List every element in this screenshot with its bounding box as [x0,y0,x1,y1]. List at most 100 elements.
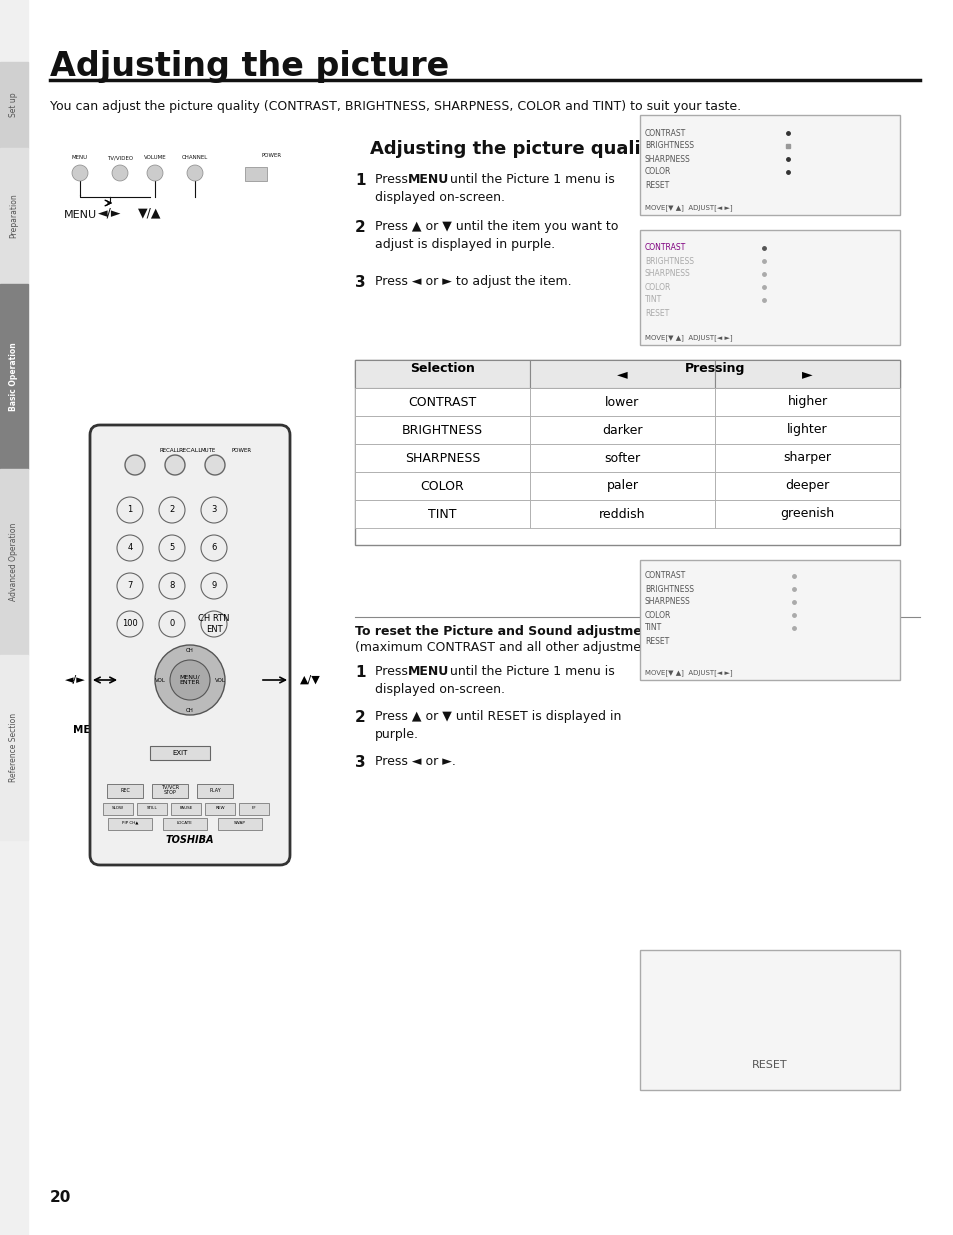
Circle shape [147,165,163,182]
Text: Set up: Set up [10,93,18,117]
Bar [355,500,530,529]
Text: displayed on-screen.: displayed on-screen. [375,191,504,204]
Text: FAV CH: FAV CH [132,764,149,769]
Text: 3: 3 [355,275,365,290]
Bar [196,784,233,798]
Text: BRIGHTNESS: BRIGHTNESS [401,424,482,436]
Text: 1: 1 [355,173,365,188]
Circle shape [201,535,227,561]
Text: Press: Press [375,664,412,678]
Text: Basic Operation: Basic Operation [10,342,18,411]
Text: Pressing: Pressing [684,362,744,375]
Bar [355,388,530,416]
Bar [163,818,207,830]
Text: →CABLE: →CABLE [120,741,142,746]
Text: RECALL: RECALL [159,447,180,452]
Text: CH: CH [186,647,193,652]
Text: 0: 0 [170,620,174,629]
Bar [714,445,899,472]
Text: 5: 5 [170,543,174,552]
Text: softer: softer [604,452,639,464]
Bar [150,746,210,760]
Text: ◄: ◄ [617,367,627,382]
Circle shape [187,165,203,182]
Bar [355,359,530,377]
Text: ◄/►: ◄/► [98,206,122,219]
Bar [714,472,899,500]
Text: MOVE[▼ ▲]  ADJUST[◄ ►]: MOVE[▼ ▲] ADJUST[◄ ►] [644,335,732,341]
Bar [530,500,714,529]
Text: Selection: Selection [410,362,475,375]
Circle shape [159,573,185,599]
Circle shape [159,611,185,637]
Text: To reset the Picture and Sound adjustments to the factory settings: To reset the Picture and Sound adjustmen… [355,625,825,638]
Text: TINT: TINT [644,624,661,632]
Text: SHARPNESS: SHARPNESS [644,598,690,606]
Bar [355,472,530,500]
Text: EXIT: EXIT [172,750,188,756]
Text: RESET: RESET [644,309,669,317]
Text: 20: 20 [50,1191,71,1205]
Text: purple.: purple. [375,727,418,741]
Text: POWER: POWER [232,447,252,452]
Text: TV/VIDEO: TV/VIDEO [198,764,221,769]
Text: CONTRAST: CONTRAST [644,243,685,252]
Text: VOL: VOL [214,678,225,683]
Text: MUTE: MUTE [200,447,215,452]
Text: 100: 100 [122,620,138,629]
Text: MENU: MENU [408,664,449,678]
Circle shape [117,611,143,637]
Text: Advanced Operation: Advanced Operation [10,522,18,601]
Text: ►: ► [801,367,812,382]
Bar [137,803,167,815]
Circle shape [159,535,185,561]
Bar [639,230,899,345]
Bar [639,950,899,1091]
Text: VOLUME: VOLUME [144,156,166,161]
Text: STILL: STILL [147,806,157,810]
Bar [239,803,269,815]
Text: higher: higher [786,395,826,409]
Text: Reference Section: Reference Section [10,713,18,782]
Text: ▲/▼: ▲/▼ [299,676,320,685]
Bar [245,167,267,182]
Bar [639,559,899,680]
Text: →TV: →TV [120,732,132,737]
Text: 3: 3 [212,505,216,515]
Circle shape [117,535,143,561]
Text: SHARPNESS: SHARPNESS [644,269,690,279]
Text: ▼/▲: ▼/▲ [138,206,162,219]
Text: Press: Press [375,173,412,186]
Bar [0,0,28,1235]
Text: RECALL: RECALL [178,447,202,452]
Text: CONTRAST: CONTRAST [644,128,685,137]
Circle shape [117,496,143,522]
Bar [205,803,234,815]
Text: REC: REC [120,788,130,793]
Text: →VCR: →VCR [120,748,135,753]
Text: MENU: MENU [72,725,108,735]
Text: displayed on-screen.: displayed on-screen. [375,683,504,697]
Bar [103,803,132,815]
Bar [355,359,899,545]
Text: PLAY: PLAY [209,788,221,793]
Circle shape [165,454,185,475]
Text: lighter: lighter [786,424,827,436]
Text: 9: 9 [212,582,216,590]
Text: 3: 3 [355,755,365,769]
Text: 7: 7 [127,582,132,590]
Bar [639,115,899,215]
Text: 8: 8 [169,582,174,590]
Text: TINT: TINT [428,508,456,520]
Text: RESET: RESET [644,180,669,189]
Circle shape [205,454,225,475]
Text: COLOR: COLOR [644,610,671,620]
Text: MENU/
ENTER: MENU/ ENTER [179,674,200,685]
Bar [530,416,714,445]
Bar [0,469,28,655]
Text: 1: 1 [355,664,365,680]
Text: REW: REW [215,806,225,810]
Text: paler: paler [606,479,638,493]
Text: SWAP: SWAP [233,821,246,825]
Text: Preparation: Preparation [10,194,18,238]
